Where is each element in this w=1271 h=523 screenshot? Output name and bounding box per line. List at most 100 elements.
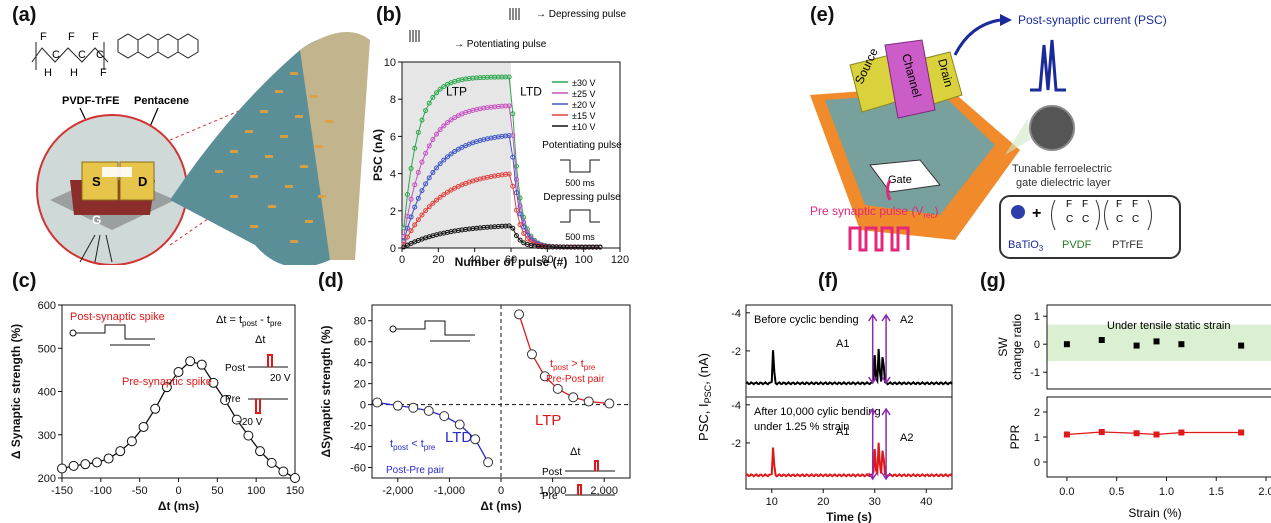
formula-atom: F bbox=[1066, 199, 1072, 210]
y-axis-label: change ratio bbox=[1010, 314, 1024, 380]
data-point bbox=[510, 154, 516, 160]
panel-label-b: (b) bbox=[376, 4, 402, 26]
subplot-title: Under tensile static strain bbox=[1107, 320, 1231, 332]
chart-c: -150 -100 -50 0 50 100 150 200 300 400 500 600 Δt (m… bbox=[9, 300, 304, 513]
inset-label: Potentiating pulse bbox=[542, 140, 622, 151]
data-point bbox=[408, 214, 414, 220]
chart-d: -2,000 -1,000 0 1,000 2,000 -60 -40 -20 0 20 40 60 8… bbox=[319, 304, 631, 513]
legend-label: ±10 V bbox=[572, 122, 595, 132]
pre-spike-label: Pre-synaptic spike bbox=[122, 376, 212, 388]
psc-trace bbox=[745, 348, 953, 386]
y-tick-label: 4 bbox=[390, 169, 396, 181]
data-point bbox=[513, 233, 519, 239]
panel-e-illustration: Gate Source Channel Drain Post-synaptic … bbox=[810, 13, 1181, 259]
y-tick-label: 80 bbox=[354, 316, 366, 328]
formula-atom: C bbox=[1082, 214, 1089, 225]
spike-baseline bbox=[565, 470, 615, 496]
pvdf-trfe-structure bbox=[31, 42, 109, 70]
y-tick-label: 600 bbox=[38, 300, 56, 312]
chem-atom: F bbox=[68, 31, 75, 43]
data-point bbox=[1133, 342, 1140, 349]
chem-atom: F bbox=[100, 67, 107, 79]
data-point bbox=[91, 457, 102, 468]
y-tick-label: 500 bbox=[38, 343, 56, 355]
y-tick-label: -4 bbox=[731, 400, 741, 412]
data-point bbox=[521, 230, 527, 236]
data-point bbox=[57, 463, 67, 474]
data-point bbox=[430, 200, 436, 206]
pentacene-label: Pentacene bbox=[134, 95, 189, 107]
plus-sign: + bbox=[1032, 205, 1041, 222]
data-point bbox=[1098, 337, 1105, 343]
x-tick-label: 40 bbox=[920, 496, 932, 508]
x-tick-label: 0 bbox=[399, 254, 405, 266]
data-point bbox=[434, 165, 440, 171]
panel-label-d: (d) bbox=[318, 270, 344, 292]
x-tick-label: 0.5 bbox=[1109, 486, 1124, 498]
data-point bbox=[521, 214, 527, 220]
pre-pulse-train bbox=[848, 226, 910, 252]
x-tick-label: 0.0 bbox=[1059, 486, 1074, 498]
y-tick-label: -40 bbox=[350, 442, 366, 454]
data-point bbox=[583, 396, 594, 407]
pulse-train-icon bbox=[409, 8, 520, 42]
peak-label: A2 bbox=[900, 314, 913, 326]
amplitude-arrow bbox=[868, 313, 878, 385]
data-point bbox=[415, 195, 421, 201]
data-point bbox=[392, 400, 403, 411]
trace-label: under 1.25 % strain bbox=[754, 421, 849, 433]
data-point bbox=[423, 208, 429, 214]
data-point bbox=[415, 169, 421, 175]
x-tick-label: 100 bbox=[574, 254, 592, 266]
x-tick-label: 120 bbox=[611, 254, 629, 266]
ltp-region-label: LTP bbox=[535, 412, 561, 429]
pre-pulse-arrow bbox=[886, 179, 892, 201]
pre-post-pair-label: Pre-Post pair bbox=[546, 374, 605, 385]
data-point bbox=[419, 159, 425, 165]
data-point bbox=[506, 103, 512, 109]
potentiating-pulse-shape bbox=[560, 159, 600, 173]
data-point bbox=[1238, 342, 1245, 349]
y-tick-label: 0 bbox=[1034, 339, 1040, 351]
data-point bbox=[448, 187, 454, 193]
data-point bbox=[173, 367, 184, 378]
data-point bbox=[220, 395, 231, 406]
ppr-line bbox=[1066, 431, 1242, 436]
data-point bbox=[426, 143, 432, 149]
y-tick-label: 1 bbox=[1034, 432, 1040, 444]
data-point bbox=[208, 377, 219, 388]
series-line bbox=[403, 225, 601, 248]
legend-label: ±25 V bbox=[572, 89, 595, 99]
voltage-label: −20 V bbox=[236, 417, 263, 428]
data-point bbox=[138, 421, 149, 432]
x-tick-label: 50 bbox=[211, 485, 223, 497]
x-tick-label: 1.0 bbox=[1159, 486, 1174, 498]
post-spike-label: Post-synaptic spike bbox=[70, 311, 165, 323]
data-point bbox=[517, 222, 523, 228]
pre-label: Pre bbox=[542, 491, 558, 502]
data-point bbox=[408, 228, 414, 234]
data-point bbox=[448, 151, 454, 157]
data-point bbox=[423, 405, 434, 416]
y-axis-label: PSC (nA) bbox=[371, 129, 385, 181]
data-point bbox=[423, 108, 429, 114]
formula-atom: F bbox=[1116, 199, 1122, 210]
y-tick-label: 1 bbox=[1034, 311, 1040, 323]
y-tick-label: -20 bbox=[350, 421, 366, 433]
data-point bbox=[524, 236, 530, 242]
chem-atom: C bbox=[78, 49, 86, 61]
data-point bbox=[150, 403, 161, 414]
data-point bbox=[278, 466, 289, 477]
potentiating-annotation: → Potentiating pulse bbox=[454, 39, 547, 50]
x-tick-label: -150 bbox=[51, 485, 73, 497]
data-point bbox=[514, 309, 525, 320]
y-tick-label: 60 bbox=[354, 337, 366, 349]
panel-a-illustration: F F F C C C H H F PVDF-TrFE Pentacene S … bbox=[31, 31, 370, 265]
data-point bbox=[404, 191, 410, 197]
source-electrode-label: S bbox=[92, 174, 101, 189]
inset-label: 500 ms bbox=[565, 178, 595, 188]
data-point bbox=[444, 189, 450, 195]
x-tick-label: 20 bbox=[817, 496, 829, 508]
data-point bbox=[521, 224, 527, 230]
data-point bbox=[444, 154, 450, 160]
